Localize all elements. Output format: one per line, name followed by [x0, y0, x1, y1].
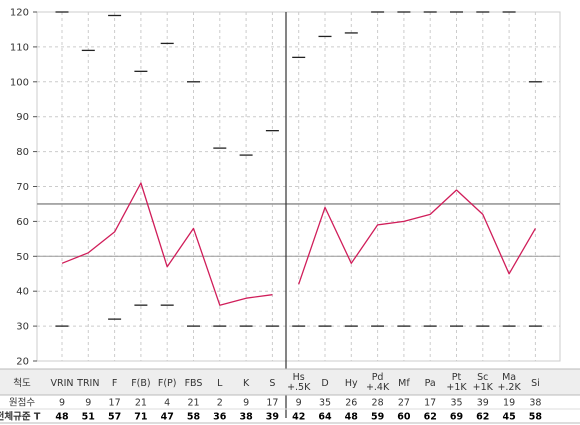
t-score-cell: 71 [134, 412, 147, 423]
table-header-label: 척도 [13, 378, 31, 389]
y-tick-label: 30 [16, 322, 29, 333]
y-tick-label: 120 [10, 8, 29, 19]
scale-label: Ma [502, 372, 516, 383]
raw-score-cell: 27 [398, 398, 410, 409]
scale-label: L [217, 378, 223, 389]
scale-label: F(P) [158, 378, 177, 389]
t-score-cell: 69 [450, 412, 463, 423]
scale-label: F [112, 378, 117, 389]
t-score-cell: 48 [55, 412, 69, 423]
t-score-cell: 45 [502, 412, 515, 423]
scale-label: Pd [372, 372, 384, 383]
t-score-cell: 39 [266, 412, 279, 423]
t-score-cell: 60 [397, 412, 411, 423]
raw-score-label: 원점수 [9, 397, 35, 409]
scale-label: VRIN [50, 378, 73, 389]
scale-label: K [243, 378, 250, 389]
t-score-cell: 62 [476, 412, 489, 423]
raw-score-cell: 17 [266, 398, 278, 409]
raw-score-cell: 21 [135, 398, 147, 409]
y-tick-label: 90 [16, 112, 29, 123]
profile-line [61, 182, 273, 306]
t-score-cell: 48 [345, 412, 359, 423]
scale-label: D [321, 378, 328, 389]
scale-sublabel: +1K [473, 382, 494, 393]
scale-label: Hy [345, 378, 358, 389]
raw-score-cell: 21 [187, 398, 199, 409]
raw-score-cell: 39 [477, 398, 489, 409]
scale-label: FBS [185, 378, 203, 389]
t-score-cell: 59 [371, 412, 384, 423]
profile-line-layer [61, 182, 536, 306]
y-tick-label: 80 [16, 147, 29, 158]
raw-score-cell: 19 [503, 398, 515, 409]
raw-score-cell: 17 [109, 398, 121, 409]
scale-label: Pt [452, 372, 462, 383]
raw-score-cell: 26 [345, 398, 357, 409]
t-score-cell: 64 [318, 412, 332, 423]
t-score-cell: 58 [187, 412, 201, 423]
t-score-cell: 62 [424, 412, 437, 423]
y-tick-label: 100 [10, 77, 29, 88]
y-tick-label: 110 [10, 42, 29, 53]
scale-label: Si [531, 378, 540, 389]
scale-sublabel: +1K [446, 382, 467, 393]
t-score-cell: 36 [213, 412, 227, 423]
raw-score-cell: 35 [319, 398, 331, 409]
scale-label: F(B) [131, 378, 150, 389]
scale-label: Hs [293, 372, 305, 383]
t-score-cell: 51 [82, 412, 95, 423]
scale-sublabel: +.4K [366, 382, 390, 393]
t-score-cell: 42 [292, 412, 305, 423]
grid-layer [36, 11, 561, 418]
scale-label: S [269, 378, 275, 389]
scale-sublabel: +.5K [287, 382, 311, 393]
raw-score-cell: 35 [450, 398, 462, 409]
raw-score-cell: 17 [424, 398, 436, 409]
y-tick-label: 40 [16, 287, 29, 298]
raw-score-cell: 9 [296, 398, 302, 409]
profile-line [298, 189, 536, 285]
scale-sublabel: +.2K [497, 382, 521, 393]
raw-score-cell: 9 [85, 398, 91, 409]
raw-score-cell: 2 [217, 398, 223, 409]
y-tick-label: 60 [16, 217, 29, 228]
raw-score-cell: 9 [59, 398, 65, 409]
t-score-label: 전체규준 T [0, 411, 41, 423]
scale-label: Mf [398, 378, 410, 389]
t-score-cell: 38 [239, 412, 253, 423]
raw-score-cell: 4 [164, 398, 170, 409]
t-score-cell: 57 [108, 412, 121, 423]
raw-score-cell: 38 [529, 398, 541, 409]
y-tick-label: 20 [16, 357, 29, 368]
y-tick-label: 50 [16, 252, 29, 263]
y-axis: 20 30 40 50 60 70 80 90 100 110 120 [10, 8, 37, 368]
t-score-cell: 58 [529, 412, 543, 423]
raw-score-cell: 9 [243, 398, 249, 409]
table-header-bg [0, 369, 580, 395]
marks-layer [55, 11, 542, 327]
scale-label: Sc [477, 372, 488, 383]
y-tick-label: 70 [16, 182, 29, 193]
scale-label: TRIN [76, 378, 99, 389]
scale-label: Pa [425, 378, 436, 389]
t-score-cell: 47 [161, 412, 174, 423]
raw-score-cell: 28 [372, 398, 384, 409]
